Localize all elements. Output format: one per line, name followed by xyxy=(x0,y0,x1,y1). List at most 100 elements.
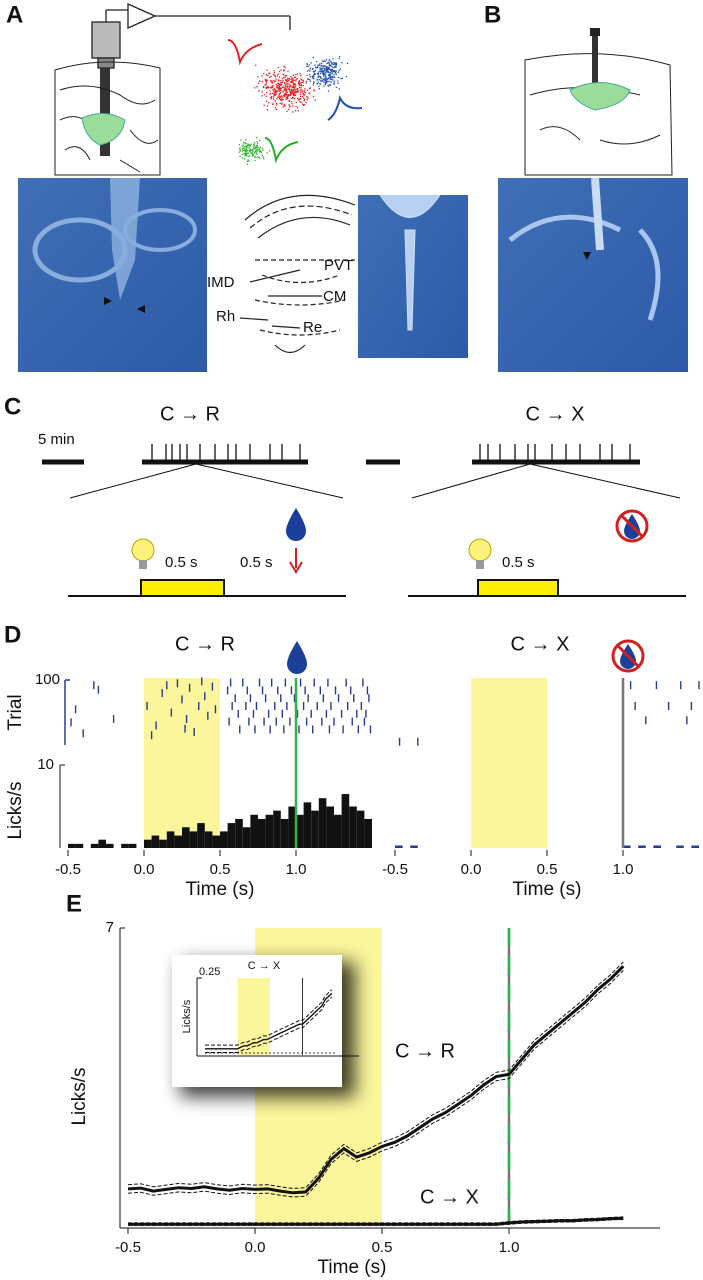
spike-dot xyxy=(282,73,284,76)
spike-dot xyxy=(318,79,321,81)
spike-dot xyxy=(258,149,260,151)
spike-dot xyxy=(328,73,330,76)
water-drop xyxy=(287,641,307,674)
spike-dot xyxy=(280,95,283,97)
spike-dot xyxy=(300,74,302,77)
spike-dot xyxy=(280,84,282,87)
spike-dot xyxy=(252,148,255,150)
spike-dot xyxy=(333,83,335,85)
mean-line xyxy=(127,965,625,1195)
histogram-bar xyxy=(303,802,312,848)
histogram-bar xyxy=(364,818,372,848)
spike-dot xyxy=(274,94,276,96)
spike-dot xyxy=(339,68,342,70)
spike-dot xyxy=(293,76,296,78)
spike-dot xyxy=(270,98,273,100)
spike-dot xyxy=(330,70,332,72)
spike-dot xyxy=(314,70,316,73)
x-tick-label: 1.0 xyxy=(286,861,307,878)
spike-dot xyxy=(249,148,251,150)
spike-dot xyxy=(328,85,330,87)
histogram-bar xyxy=(280,818,289,848)
spike-dot xyxy=(245,152,247,155)
spike-dot xyxy=(285,90,288,92)
spike-dot xyxy=(306,89,309,91)
spike-dot xyxy=(318,88,320,90)
brain-sketch xyxy=(524,53,673,176)
spike-dot xyxy=(275,90,277,92)
spike-dot xyxy=(254,155,256,158)
spike-dot xyxy=(292,93,294,96)
spike-dot xyxy=(338,76,340,79)
spike-dot xyxy=(338,69,340,72)
spike-dot xyxy=(254,142,256,144)
spike-dot xyxy=(298,84,301,86)
spike-dot xyxy=(289,85,292,87)
spike-dot xyxy=(335,73,337,76)
spike-dot xyxy=(299,72,301,75)
spike-dot xyxy=(323,85,325,87)
spike-dot xyxy=(288,86,291,88)
spike-dot xyxy=(292,77,294,79)
spike-dot xyxy=(310,62,312,64)
x-tick-label: -0.5 xyxy=(115,1239,141,1256)
spike-dot xyxy=(265,95,267,97)
no-water-icon xyxy=(615,509,649,543)
spike-dot xyxy=(308,79,311,81)
spike-dot xyxy=(244,154,246,157)
spike-dot xyxy=(289,105,291,107)
spike-dot xyxy=(285,83,287,85)
spike-dot xyxy=(253,144,256,146)
spike-dot xyxy=(284,75,286,77)
spike-dot xyxy=(339,55,341,58)
spike-dot xyxy=(255,152,258,154)
spike-dot xyxy=(260,152,263,154)
spike-dot xyxy=(278,80,280,82)
spike-dot xyxy=(248,144,250,146)
spike-dot xyxy=(323,60,325,63)
spike-dot xyxy=(281,99,283,101)
spike-dot xyxy=(256,150,258,152)
spike-dot xyxy=(280,81,282,84)
spike-dot xyxy=(302,104,305,107)
spike-dot xyxy=(244,150,246,152)
raster-axis-label: Trial xyxy=(5,694,26,730)
spike-dot xyxy=(253,152,256,154)
spike-dot xyxy=(324,65,326,67)
spike-dot xyxy=(292,111,294,113)
histogram-bar xyxy=(197,823,205,848)
spike-dot xyxy=(293,94,295,96)
spike-dot xyxy=(335,71,337,73)
histogram-bar xyxy=(273,810,281,848)
spike-dot xyxy=(325,77,327,79)
spike-dot xyxy=(335,65,337,67)
spike-dot xyxy=(298,80,301,83)
histogram-bar xyxy=(144,839,152,848)
spike-dot xyxy=(308,64,310,66)
spike-dot xyxy=(313,90,315,92)
spike-dot xyxy=(287,79,290,82)
spike-dot xyxy=(265,100,268,103)
spike-dot xyxy=(326,62,328,65)
spike-dot xyxy=(285,78,287,81)
spike-dot xyxy=(273,70,275,72)
spike-dot xyxy=(275,84,277,86)
spike-dot xyxy=(301,91,304,93)
cue-shading xyxy=(144,678,220,848)
spike-dot xyxy=(323,81,325,83)
spike-dot xyxy=(335,66,337,68)
spike-dot xyxy=(300,88,302,91)
spike-dot xyxy=(275,86,278,88)
waveforms xyxy=(227,39,363,164)
spike-dot xyxy=(296,88,299,90)
spike-dot xyxy=(290,81,293,83)
histogram-bar xyxy=(98,839,106,848)
spike-dot xyxy=(332,58,334,60)
histogram-bar xyxy=(258,818,266,848)
spike-dot xyxy=(285,87,287,90)
spike-dot xyxy=(304,94,306,96)
spike-dot xyxy=(323,69,326,71)
spike-dot xyxy=(312,67,314,70)
spike-dot xyxy=(282,96,284,98)
spike-dot xyxy=(252,155,254,157)
